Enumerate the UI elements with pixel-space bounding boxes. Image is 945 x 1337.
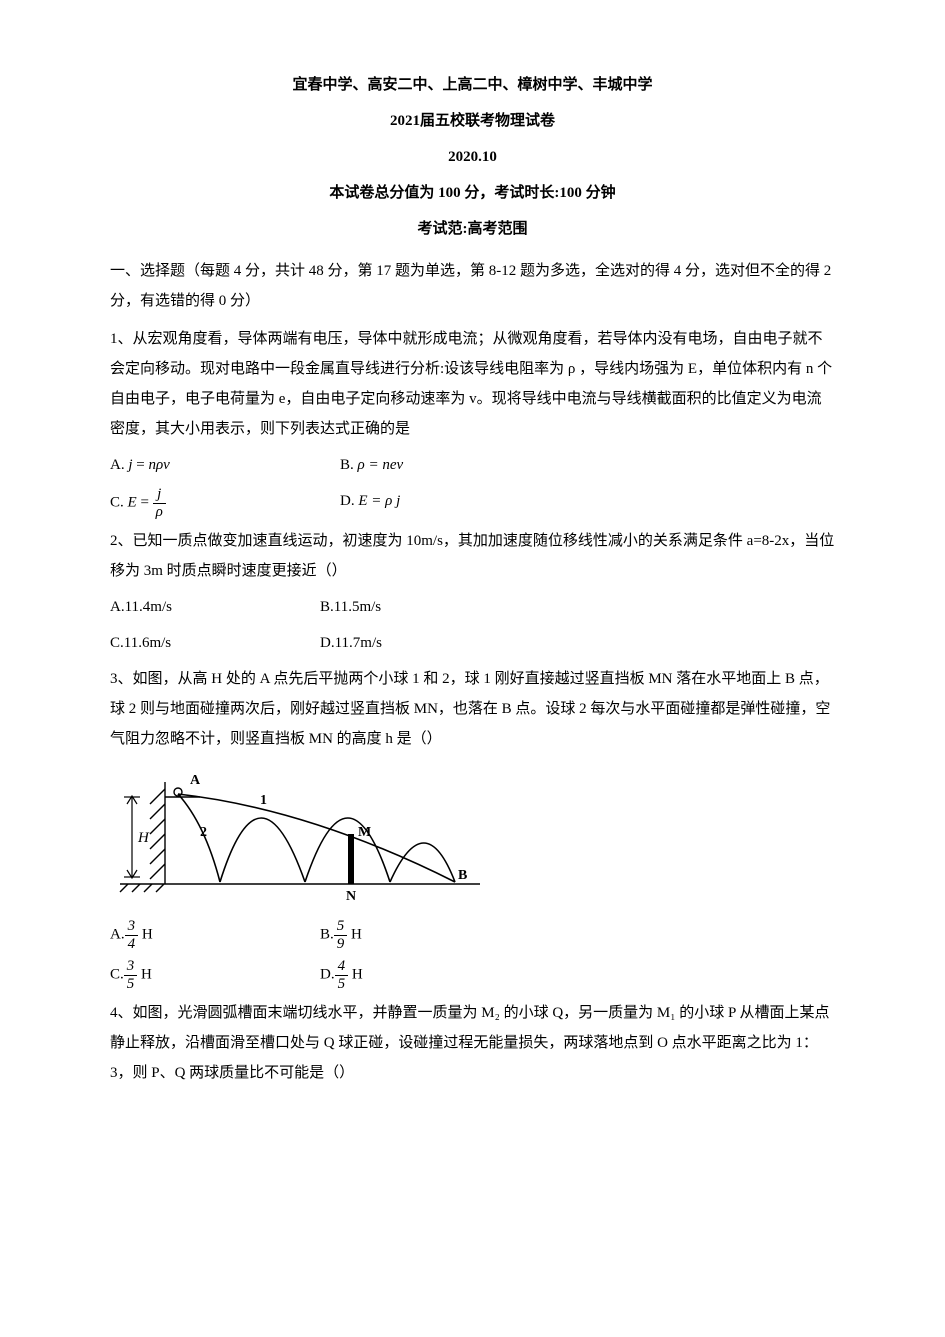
q1-option-d: D. E = ρ j — [340, 486, 570, 520]
q1-option-c: C. E = jρ — [110, 486, 340, 520]
q1-option-a: A. j = nρv — [110, 450, 340, 480]
barrier-mn-icon — [348, 834, 354, 884]
q3-optC-num: 3 — [124, 958, 138, 976]
q3-optB-num: 5 — [334, 918, 348, 936]
fig-label-B: B — [458, 868, 467, 883]
q3-optC-label: C. — [110, 966, 124, 982]
q3-optD-label: D. — [320, 966, 335, 982]
question-2-text: 2、已知一质点做变加速直线运动，初速度为 10m/s，其加加速度随位移线性减小的… — [110, 526, 835, 586]
q2-option-b: B.11.5m/s — [320, 592, 530, 622]
q3-optD-suf: H — [352, 966, 363, 982]
q3-optA-num: 3 — [125, 918, 139, 936]
fig-label-M: M — [358, 825, 371, 840]
q1-optC-eq: = — [137, 494, 153, 510]
q1-optC-lhs: E — [128, 494, 137, 510]
q2-option-d: D.11.7m/s — [320, 628, 530, 658]
q3-optD-num: 4 — [335, 958, 349, 976]
q2-option-a: A.11.4m/s — [110, 592, 320, 622]
q3-optB-label: B. — [320, 926, 334, 942]
question-2-options-row1: A.11.4m/s B.11.5m/s — [110, 592, 835, 622]
section-1-intro: 一、选择题（每题 4 分，共计 48 分，第 17 题为单选，第 8-12 题为… — [110, 256, 835, 316]
fig-label-1: 1 — [260, 793, 267, 808]
trajectory-1-icon — [178, 794, 455, 882]
q3-optB-den: 9 — [334, 936, 348, 953]
header-schools: 宜春中学、高安二中、上高二中、樟树中学、丰城中学 — [110, 70, 835, 100]
header-title: 2021届五校联考物理试卷 — [110, 106, 835, 136]
q3-optC-den: 5 — [124, 976, 138, 993]
q1-optA-label: A. — [110, 457, 125, 473]
header-total: 本试卷总分值为 100 分，考试时长:100 分钟 — [110, 178, 835, 208]
question-1-text: 1、从宏观角度看，导体两端有电压，导体中就形成电流；从微观角度看，若导体内没有电… — [110, 324, 835, 444]
q3-optD-den: 5 — [335, 976, 349, 993]
q3-option-d: D.45 H — [320, 958, 530, 992]
question-3-options-row1: A.34 H B.59 H — [110, 918, 835, 952]
q3-optA-den: 4 — [125, 936, 139, 953]
q1-optB-label: B. — [340, 457, 354, 473]
fig-label-H: H — [137, 830, 150, 846]
q1-optD-label: D. — [340, 493, 355, 509]
q3-optA-label: A. — [110, 926, 125, 942]
trajectory-2d-icon — [390, 843, 455, 882]
header-scope: 考试范:高考范围 — [110, 214, 835, 244]
q1-optA-rhs: nρv — [148, 457, 169, 473]
question-2-options-row2: C.11.6m/s D.11.7m/s — [110, 628, 835, 658]
q1-optC-den: ρ — [153, 504, 166, 521]
q1-option-b: B. ρ = nev — [340, 450, 570, 480]
q3-optA-suf: H — [142, 926, 153, 942]
header-date: 2020.10 — [110, 142, 835, 172]
question-4-text: 4、如图，光滑圆弧槽面末端切线水平，并静置一质量为 M₂ 的小球 Q，另一质量为… — [110, 998, 835, 1088]
q1-optB-math: ρ = nev — [358, 457, 404, 473]
q1-optC-label: C. — [110, 494, 124, 510]
question-3-text: 3、如图，从高 H 处的 A 点先后平抛两个小球 1 和 2，球 1 刚好直接越… — [110, 664, 835, 754]
question-3-figure: H A 1 2 M N B — [110, 764, 835, 904]
q3-option-a: A.34 H — [110, 918, 320, 952]
trajectory-2c-icon — [305, 818, 390, 882]
fig-label-2: 2 — [200, 825, 207, 840]
fig-label-N: N — [346, 889, 356, 904]
trajectory-2a-icon — [178, 794, 220, 882]
question-3-options-row2: C.35 H D.45 H — [110, 958, 835, 992]
question-1-options-row2: C. E = jρ D. E = ρ j — [110, 486, 835, 520]
trajectory-2b-icon — [220, 818, 305, 882]
q3-option-c: C.35 H — [110, 958, 320, 992]
q1-optD-math: E = ρ j — [358, 493, 400, 509]
q1-optC-num: j — [153, 486, 166, 504]
q2-option-c: C.11.6m/s — [110, 628, 320, 658]
question-1-options-row1: A. j = nρv B. ρ = nev — [110, 450, 835, 480]
q3-option-b: B.59 H — [320, 918, 530, 952]
q1-optA-eq: = — [133, 457, 149, 473]
q3-optB-suf: H — [351, 926, 362, 942]
fig-label-A: A — [190, 773, 201, 788]
q3-optC-suf: H — [141, 966, 152, 982]
